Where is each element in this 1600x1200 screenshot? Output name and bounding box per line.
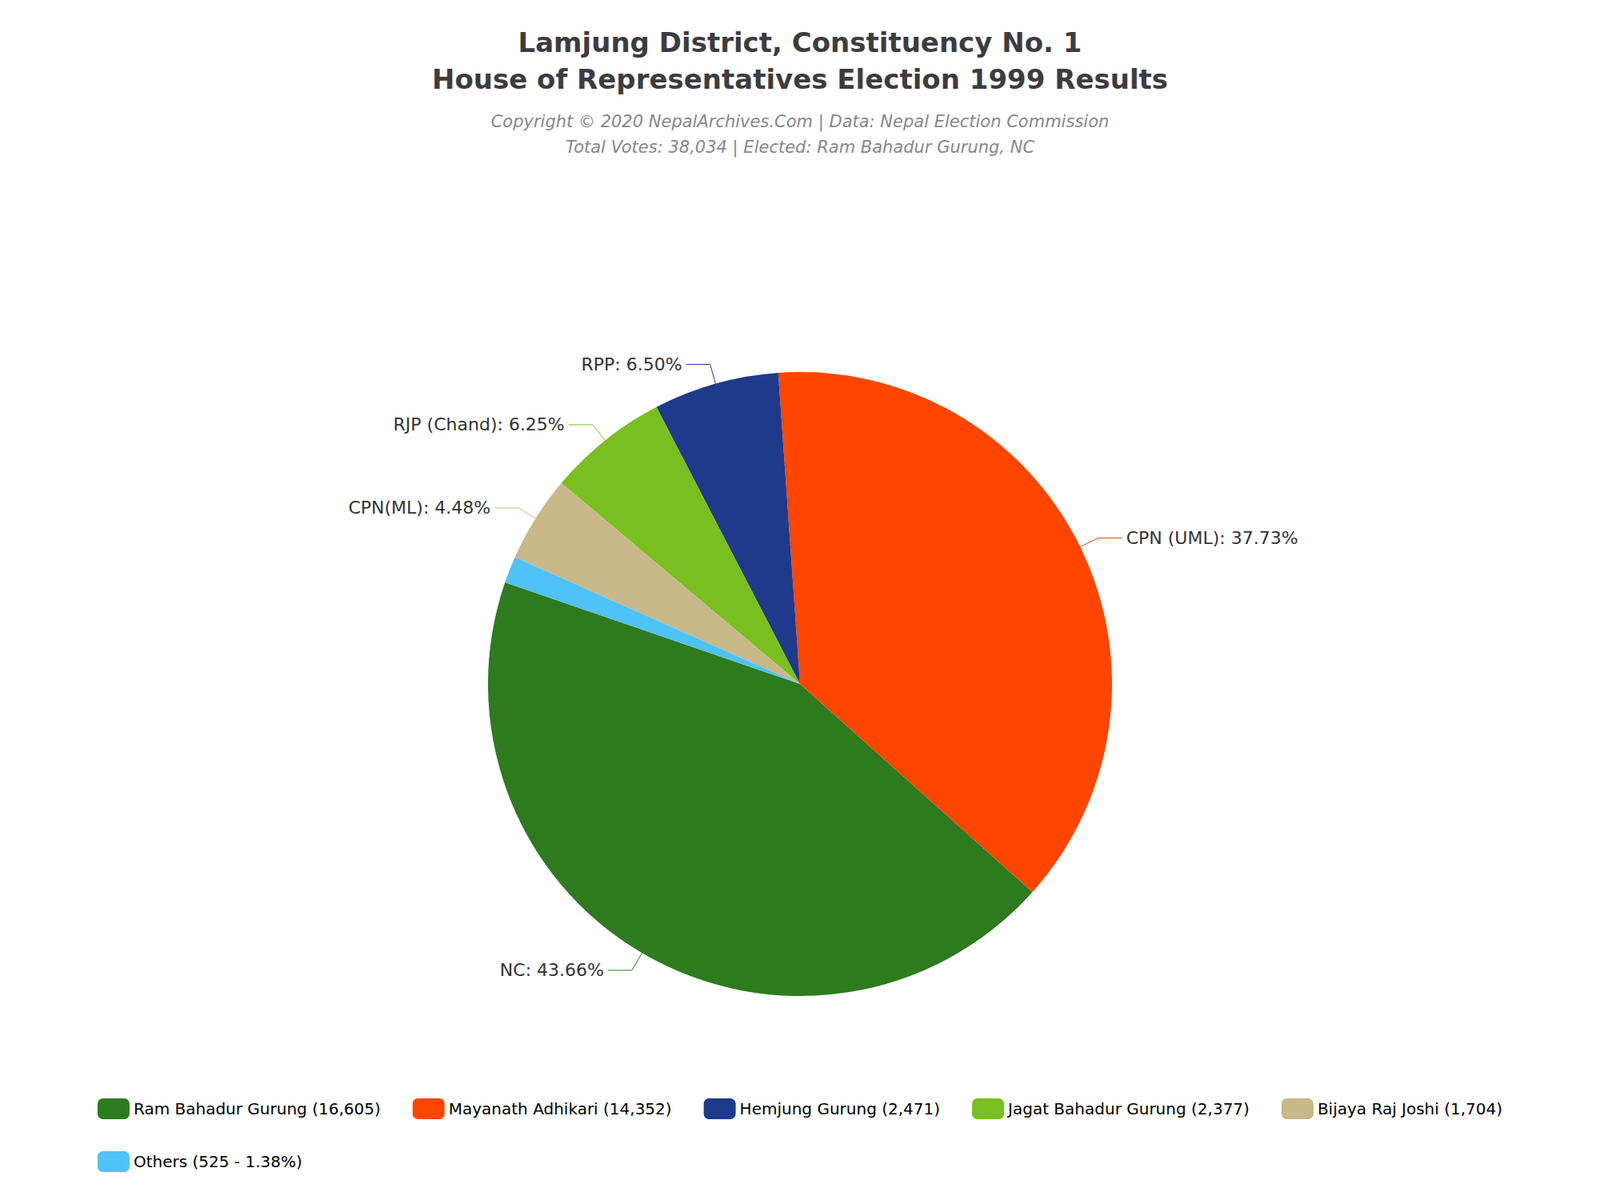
svg-text:Lamjung District, Constituency: Lamjung District, Constituency No. 1: [518, 26, 1083, 59]
svg-text:Ram Bahadur Gurung (16,605): Ram Bahadur Gurung (16,605): [133, 1099, 381, 1119]
svg-text:RJP (Chand): 6.25%: RJP (Chand): 6.25%: [393, 414, 565, 435]
svg-text:Others (525 - 1.38%): Others (525 - 1.38%): [133, 1152, 303, 1172]
svg-text:House of Representatives Elect: House of Representatives Election 1999 R…: [432, 63, 1168, 96]
svg-text:RPP: 6.50%: RPP: 6.50%: [581, 354, 683, 375]
svg-text:CPN(ML): 4.48%: CPN(ML): 4.48%: [348, 497, 491, 518]
svg-text:Total Votes: 38,034 | Elected:: Total Votes: 38,034 | Elected: Ram Bahad…: [565, 137, 1035, 158]
svg-text:Jagat Bahadur Gurung (2,377): Jagat Bahadur Gurung (2,377): [1006, 1099, 1250, 1119]
svg-text:Hemjung Gurung (2,471): Hemjung Gurung (2,471): [740, 1099, 940, 1119]
svg-text:CPN (UML): 37.73%: CPN (UML): 37.73%: [1126, 528, 1299, 548]
svg-text:Bijaya Raj Joshi (1,704): Bijaya Raj Joshi (1,704): [1317, 1099, 1503, 1119]
svg-text:Mayanath Adhikari (14,352): Mayanath Adhikari (14,352): [448, 1099, 672, 1119]
svg-text:Copyright © 2020 NepalArchives: Copyright © 2020 NepalArchives.Com | Dat…: [491, 112, 1110, 132]
svg-text:NC: 43.66%: NC: 43.66%: [500, 960, 604, 980]
